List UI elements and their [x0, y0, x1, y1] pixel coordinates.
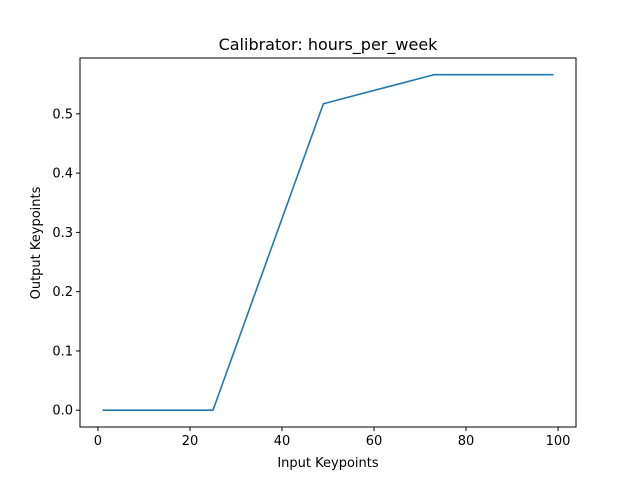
- x-tick-label: 20: [182, 434, 199, 449]
- y-tick-label: 0.4: [52, 167, 73, 182]
- x-tick-label: 100: [546, 434, 571, 449]
- y-axis-label: Output Keypoints: [29, 186, 44, 299]
- plot-frame: [79, 57, 577, 428]
- series-line-0: [102, 73, 554, 412]
- plot-area: 0 20 40 60 80 100 0.0 0.1 0.2 0.3 0.4 0.5: [52, 57, 577, 449]
- chart-title: Calibrator: hours_per_week: [219, 35, 439, 55]
- y-tick-label: 0.0: [52, 404, 73, 419]
- x-tick-label: 0: [94, 434, 102, 449]
- y-tick-label: 0.5: [52, 107, 73, 122]
- y-tick-label: 0.2: [52, 285, 73, 300]
- y-tick-label: 0.3: [52, 226, 73, 241]
- x-tick-label: 60: [366, 434, 383, 449]
- x-tick-label: 40: [274, 434, 291, 449]
- x-axis-label: Input Keypoints: [277, 456, 379, 471]
- y-tick-label: 0.1: [52, 344, 73, 359]
- x-tick-label: 80: [458, 434, 475, 449]
